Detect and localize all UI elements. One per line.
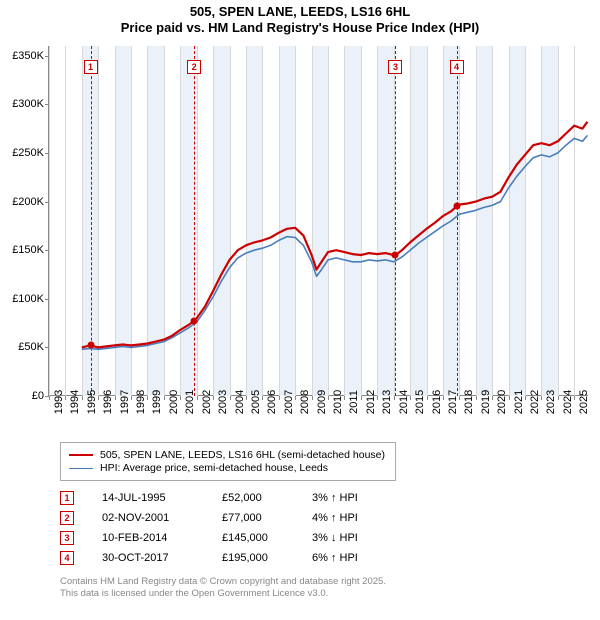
- x-axis-label: 2020: [496, 390, 508, 414]
- transaction-price: £77,000: [222, 512, 312, 524]
- series-hpi: [82, 135, 588, 349]
- x-axis-label: 2018: [463, 390, 475, 414]
- legend-label: 505, SPEN LANE, LEEDS, LS16 6HL (semi-de…: [100, 449, 385, 461]
- transaction-pct: 3% ↑ HPI: [312, 492, 422, 504]
- x-axis-label: 2015: [414, 390, 426, 414]
- transaction-date: 02-NOV-2001: [102, 512, 222, 524]
- chart-marker-dot-3: [392, 252, 399, 259]
- x-axis-label: 1999: [151, 390, 163, 414]
- transaction-marker: 1: [60, 491, 74, 505]
- x-axis-label: 1995: [86, 390, 98, 414]
- transaction-marker: 3: [60, 531, 74, 545]
- transaction-price: £52,000: [222, 492, 312, 504]
- legend-swatch-price-paid: [69, 454, 93, 456]
- footer-line-1: Contains HM Land Registry data © Crown c…: [60, 576, 386, 588]
- transaction-date: 30-OCT-2017: [102, 552, 222, 564]
- y-axis-label: £350K: [2, 50, 44, 62]
- chart-marker-3: 3: [388, 60, 402, 74]
- x-axis-label: 2010: [332, 390, 344, 414]
- y-axis-label: £150K: [2, 244, 44, 256]
- x-axis-label: 1996: [102, 390, 114, 414]
- x-axis-label: 2025: [578, 390, 590, 414]
- chart-marker-4: 4: [450, 60, 464, 74]
- legend-item-hpi: HPI: Average price, semi-detached house,…: [69, 462, 385, 474]
- transaction-pct: 6% ↑ HPI: [312, 552, 422, 564]
- x-axis-label: 2001: [184, 390, 196, 414]
- x-axis-label: 2007: [283, 390, 295, 414]
- x-axis-label: 2024: [562, 390, 574, 414]
- transaction-row: 3 10-FEB-2014£145,0003% ↓ HPI: [60, 528, 422, 548]
- x-axis-label: 2005: [250, 390, 262, 414]
- x-axis-label: 2011: [348, 390, 360, 414]
- transaction-pct: 4% ↑ HPI: [312, 512, 422, 524]
- chart-marker-dot-2: [191, 318, 198, 325]
- y-axis-label: £250K: [2, 147, 44, 159]
- x-axis-label: 2006: [266, 390, 278, 414]
- title-line-2: Price paid vs. HM Land Registry's House …: [0, 20, 600, 36]
- x-axis-label: 2022: [529, 390, 541, 414]
- legend-label: HPI: Average price, semi-detached house,…: [100, 462, 328, 474]
- chart-marker-dot-1: [87, 342, 94, 349]
- x-axis-label: 1997: [119, 390, 131, 414]
- x-axis-label: 2012: [365, 390, 377, 414]
- x-axis-label: 2017: [447, 390, 459, 414]
- chart-marker-dot-4: [453, 203, 460, 210]
- legend-swatch-hpi: [69, 468, 93, 469]
- x-axis-label: 2013: [381, 390, 393, 414]
- transaction-date: 14-JUL-1995: [102, 492, 222, 504]
- x-axis-label: 2000: [168, 390, 180, 414]
- footer: Contains HM Land Registry data © Crown c…: [60, 576, 386, 601]
- x-axis-label: 2021: [513, 390, 525, 414]
- series-price_paid: [82, 122, 588, 348]
- transaction-row: 2 02-NOV-2001£77,0004% ↑ HPI: [60, 508, 422, 528]
- x-axis-label: 2023: [545, 390, 557, 414]
- transaction-row: 1 14-JUL-1995£52,0003% ↑ HPI: [60, 488, 422, 508]
- chart-title-block: 505, SPEN LANE, LEEDS, LS16 6HL Price pa…: [0, 0, 600, 37]
- transaction-marker: 4: [60, 551, 74, 565]
- transaction-date: 10-FEB-2014: [102, 532, 222, 544]
- chart-area: 1234 £0£50K£100K£150K£200K£250K£300K£350…: [48, 46, 588, 396]
- y-axis-label: £0: [2, 390, 44, 402]
- transaction-row: 4 30-OCT-2017£195,0006% ↑ HPI: [60, 548, 422, 568]
- chart-marker-1: 1: [84, 60, 98, 74]
- y-axis-label: £300K: [2, 98, 44, 110]
- transaction-marker: 2: [60, 511, 74, 525]
- x-axis-label: 2009: [316, 390, 328, 414]
- legend-item-price-paid: 505, SPEN LANE, LEEDS, LS16 6HL (semi-de…: [69, 449, 385, 461]
- x-axis-label: 2014: [398, 390, 410, 414]
- x-axis-label: 2019: [480, 390, 492, 414]
- transaction-pct: 3% ↓ HPI: [312, 532, 422, 544]
- x-axis-label: 2016: [431, 390, 443, 414]
- transaction-price: £145,000: [222, 532, 312, 544]
- y-axis-label: £200K: [2, 196, 44, 208]
- x-axis-label: 1994: [69, 390, 81, 414]
- x-axis-label: 2002: [201, 390, 213, 414]
- chart-marker-2: 2: [187, 60, 201, 74]
- y-axis-label: £100K: [2, 293, 44, 305]
- x-axis-label: 2004: [234, 390, 246, 414]
- legend: 505, SPEN LANE, LEEDS, LS16 6HL (semi-de…: [60, 442, 396, 481]
- title-line-1: 505, SPEN LANE, LEEDS, LS16 6HL: [0, 4, 600, 20]
- x-axis-label: 2003: [217, 390, 229, 414]
- x-axis-label: 1993: [53, 390, 65, 414]
- transaction-price: £195,000: [222, 552, 312, 564]
- footer-line-2: This data is licensed under the Open Gov…: [60, 588, 386, 600]
- y-axis-label: £50K: [2, 341, 44, 353]
- x-axis-label: 1998: [135, 390, 147, 414]
- x-axis-label: 2008: [299, 390, 311, 414]
- transactions-table: 114-JUL-1995£52,0003% ↑ HPI202-NOV-2001£…: [60, 488, 422, 568]
